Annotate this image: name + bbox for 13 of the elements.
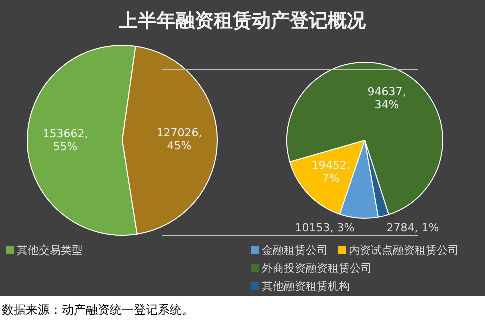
legend-label: 内资试点融资租赁公司 (348, 243, 459, 258)
data-label: 94637, 34% (368, 86, 406, 112)
data-label: 10153, 3% (295, 221, 355, 234)
legend-label: 其他交易类型 (16, 243, 83, 258)
data-label: 127026, 45% (156, 126, 202, 152)
chart-title: 上半年融资租赁动产登记概况 (118, 9, 367, 34)
data-label: 2784, 1% (386, 221, 440, 234)
source-note: 数据来源：动产融资统一登记系统。 (2, 302, 194, 319)
data-label: 19452, 7% (312, 159, 350, 186)
legend-label: 金融租赁公司 (261, 243, 328, 258)
data-label: 153662, 55% (42, 127, 88, 154)
legend-label: 其他融资租赁机构 (261, 279, 350, 294)
legend-label: 外商投资融资租赁公司 (261, 261, 372, 276)
